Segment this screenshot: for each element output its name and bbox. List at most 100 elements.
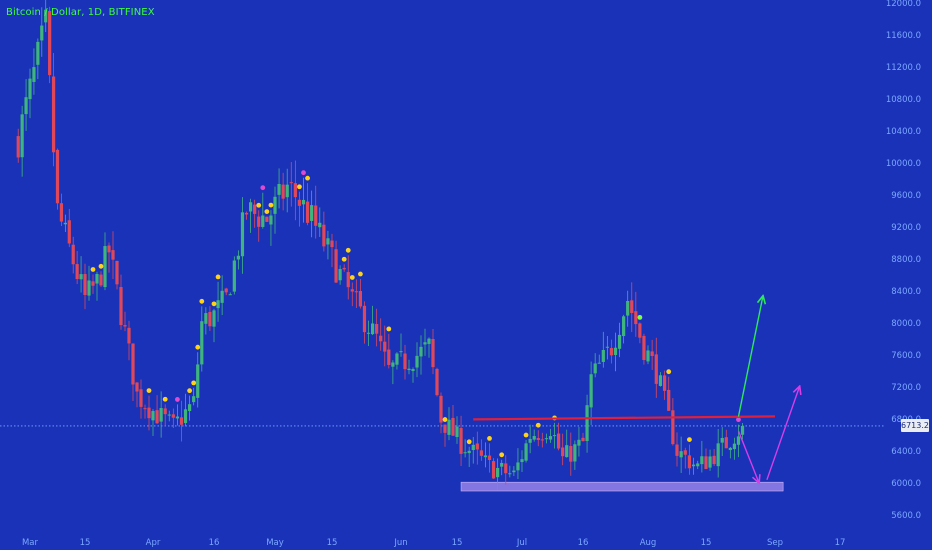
candle-body: [123, 325, 127, 327]
candle-body: [232, 260, 236, 292]
chart-title: Bitcoin / Dollar, 1D, BITFINEX: [6, 7, 155, 18]
candle-body: [712, 455, 716, 465]
candle-body: [399, 351, 403, 353]
signal-dot: [146, 388, 152, 394]
candle-body: [504, 463, 508, 474]
y-tick-label: 5600.0: [891, 511, 921, 521]
candle-body: [338, 269, 342, 281]
y-tick-label: 8000.0: [891, 319, 921, 329]
signal-dot: [736, 417, 741, 423]
candle-body: [159, 408, 163, 422]
candle-body: [95, 274, 99, 284]
signal-dot: [90, 267, 96, 272]
candle-body: [55, 149, 60, 204]
candle-body: [724, 437, 728, 449]
candle-body: [36, 41, 40, 65]
candle-body: [257, 216, 261, 227]
candle-body: [447, 419, 451, 435]
candle-body: [119, 287, 123, 326]
signal-dot: [345, 247, 351, 253]
candle-body: [617, 334, 622, 349]
candle-body: [496, 467, 500, 478]
signal-dot: [264, 209, 270, 214]
candle-body: [301, 199, 306, 205]
candle-body: [395, 353, 399, 365]
candle-body: [691, 464, 696, 467]
candle-body: [512, 470, 516, 473]
candle-body: [387, 349, 391, 365]
candle-body: [491, 461, 496, 479]
candle-body: [236, 255, 240, 260]
signal-dot: [297, 184, 302, 190]
projection-arrow: [737, 430, 758, 482]
candle-body: [459, 428, 463, 454]
candle-body: [16, 136, 20, 158]
candle-body: [415, 355, 419, 368]
y-tick-label: 8800.0: [891, 255, 921, 265]
current-price-label: 6713.2: [901, 419, 929, 433]
candle-body: [683, 450, 687, 455]
candle-body: [431, 338, 435, 368]
signal-dot: [175, 397, 180, 402]
candle-body: [346, 272, 350, 288]
candle-body: [379, 335, 383, 342]
candle-body: [536, 438, 540, 441]
candle-body: [362, 305, 367, 333]
signal-dot: [466, 439, 472, 445]
signal-dot: [442, 417, 448, 422]
resistance-line: [473, 415, 776, 421]
candle-body: [67, 220, 71, 244]
y-tick-label: 6000.0: [891, 479, 921, 489]
signal-dot: [499, 452, 505, 458]
candle-body: [383, 341, 387, 352]
signal-dot: [341, 256, 347, 262]
candle-body: [244, 212, 249, 215]
candle-body: [622, 316, 626, 337]
candle-body: [83, 274, 87, 296]
candle-body: [609, 348, 614, 356]
candle-body: [419, 346, 423, 357]
signal-dot: [191, 380, 197, 386]
candle-body: [455, 426, 459, 438]
signal-dot: [195, 344, 201, 350]
signal-dot: [215, 274, 221, 280]
candle-body: [277, 183, 281, 195]
candle-body: [305, 201, 310, 223]
candle-body: [59, 203, 64, 222]
signal-dot: [386, 326, 392, 332]
candle-body: [732, 443, 737, 450]
candle-body: [40, 25, 44, 41]
x-tick-label: Jun: [393, 538, 407, 548]
candle-body: [427, 338, 431, 344]
candle-body: [171, 414, 175, 418]
signal-dot: [268, 202, 274, 208]
candle-body: [720, 437, 724, 443]
candle-body: [650, 351, 654, 357]
candle-body: [638, 323, 642, 338]
x-tick-label: 16: [209, 538, 220, 548]
candle-body: [281, 184, 285, 199]
candle-body: [597, 362, 601, 364]
y-tick-label: 9600.0: [891, 191, 921, 201]
candle-body: [508, 473, 512, 475]
signal-dot: [358, 271, 363, 277]
signal-dot: [487, 436, 492, 441]
candle-body: [75, 264, 79, 280]
signal-dot: [535, 422, 541, 428]
candle-body: [728, 447, 732, 451]
candle-body: [175, 416, 179, 419]
candle-body: [524, 443, 528, 461]
x-tick-label: 16: [578, 538, 589, 548]
y-tick-label: 7600.0: [891, 351, 921, 361]
support-zone: [460, 481, 784, 492]
y-tick-label: 10000.0: [886, 159, 921, 169]
x-tick-label: Apr: [146, 538, 161, 548]
candle-body: [310, 205, 314, 221]
candle-body: [79, 274, 83, 280]
projection-arrow: [766, 387, 799, 481]
candle-body: [654, 354, 658, 384]
candle-body: [565, 445, 569, 458]
candle-body: [143, 408, 147, 410]
signal-dot: [187, 388, 193, 394]
